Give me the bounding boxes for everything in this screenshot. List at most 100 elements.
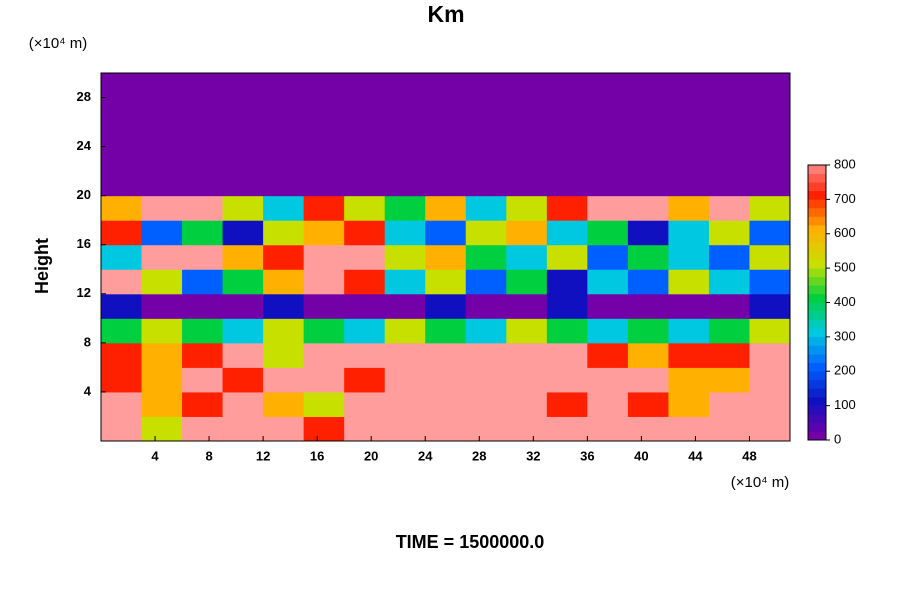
heat-cell — [222, 146, 264, 172]
heat-cell — [263, 73, 305, 99]
heat-cell — [546, 269, 588, 295]
heat-cell — [222, 97, 264, 123]
heat-cell — [222, 220, 264, 246]
heat-cell — [627, 195, 669, 221]
x-tick-label: 24 — [418, 448, 433, 463]
colorbar-band — [808, 165, 826, 174]
heat-cell — [749, 416, 791, 442]
heat-cell — [465, 122, 507, 148]
heat-cell — [141, 367, 183, 393]
x-tick-label: 40 — [634, 448, 648, 463]
heat-cell — [465, 171, 507, 197]
heat-cell — [627, 171, 669, 197]
heat-cell — [708, 244, 750, 270]
heat-cell — [668, 293, 710, 319]
heat-cell — [587, 146, 629, 172]
heat-cell — [141, 269, 183, 295]
heat-cell — [749, 293, 791, 319]
heat-cell — [141, 244, 183, 270]
heat-cell — [141, 391, 183, 417]
heat-cell — [627, 269, 669, 295]
heat-cell — [344, 416, 386, 442]
heat-cell — [101, 220, 143, 246]
heat-cell — [101, 318, 143, 344]
heat-cell — [708, 391, 750, 417]
heat-cell — [182, 73, 224, 99]
heat-cell — [708, 220, 750, 246]
heat-cell — [303, 318, 345, 344]
plot-frame — [100, 72, 791, 442]
heat-cell — [384, 244, 426, 270]
heat-cell — [303, 122, 345, 148]
heat-cell — [344, 342, 386, 368]
heat-cell — [465, 342, 507, 368]
colorbar-band — [808, 354, 826, 363]
heat-cell — [141, 122, 183, 148]
heat-cell — [101, 293, 143, 319]
heat-cell — [263, 171, 305, 197]
heat-cell — [384, 367, 426, 393]
heat-cell — [749, 367, 791, 393]
x-tick-label: 48 — [742, 448, 756, 463]
heat-cell — [708, 73, 750, 99]
heat-cell — [141, 318, 183, 344]
heat-cell — [303, 269, 345, 295]
heat-cell — [222, 195, 264, 221]
heat-cell — [506, 220, 548, 246]
heat-cell — [627, 97, 669, 123]
heat-cell — [303, 244, 345, 270]
heat-cell — [546, 318, 588, 344]
heat-cell — [546, 244, 588, 270]
heat-cell — [465, 269, 507, 295]
x-tick-label: 20 — [364, 448, 378, 463]
heat-cell — [182, 146, 224, 172]
heat-cell — [749, 342, 791, 368]
heat-cell — [708, 293, 750, 319]
heat-cell — [303, 342, 345, 368]
heat-cell — [263, 293, 305, 319]
heat-cell — [263, 269, 305, 295]
heat-cell — [506, 244, 548, 270]
heat-cell — [425, 122, 467, 148]
heat-cell — [506, 195, 548, 221]
heat-cell — [546, 171, 588, 197]
heat-cell — [222, 73, 264, 99]
heat-cell — [222, 293, 264, 319]
heat-cell — [587, 195, 629, 221]
heat-cell — [506, 146, 548, 172]
colorbar-band — [808, 336, 826, 346]
colorbar-band — [808, 268, 826, 278]
heat-cell — [263, 195, 305, 221]
heat-cell — [749, 146, 791, 172]
heat-cell — [182, 195, 224, 221]
colorbar-band — [808, 328, 826, 338]
heat-cell — [384, 293, 426, 319]
heat-cell — [182, 244, 224, 270]
heat-cell — [465, 97, 507, 123]
heat-cell — [303, 97, 345, 123]
x-tick-label: 28 — [472, 448, 486, 463]
colorbar-tick-label: 600 — [834, 225, 856, 240]
heat-cell — [465, 195, 507, 221]
colorbar-band — [808, 233, 826, 243]
heat-cell — [344, 146, 386, 172]
y-tick-label: 12 — [77, 285, 91, 300]
heat-cell — [668, 391, 710, 417]
heat-cell — [708, 122, 750, 148]
heat-cell — [668, 244, 710, 270]
heat-cell — [141, 146, 183, 172]
colorbar-band — [808, 207, 826, 217]
x-unit-label: (×10⁴ m) — [731, 474, 790, 491]
heat-cell — [546, 367, 588, 393]
heat-cell — [344, 318, 386, 344]
heat-cell — [465, 293, 507, 319]
heat-cell — [627, 391, 669, 417]
heat-cell — [587, 269, 629, 295]
heat-cell — [303, 367, 345, 393]
colorbar-band — [808, 311, 826, 320]
heat-cell — [222, 122, 264, 148]
heat-cell — [749, 97, 791, 123]
heat-cell — [222, 269, 264, 295]
heat-cell — [749, 73, 791, 99]
